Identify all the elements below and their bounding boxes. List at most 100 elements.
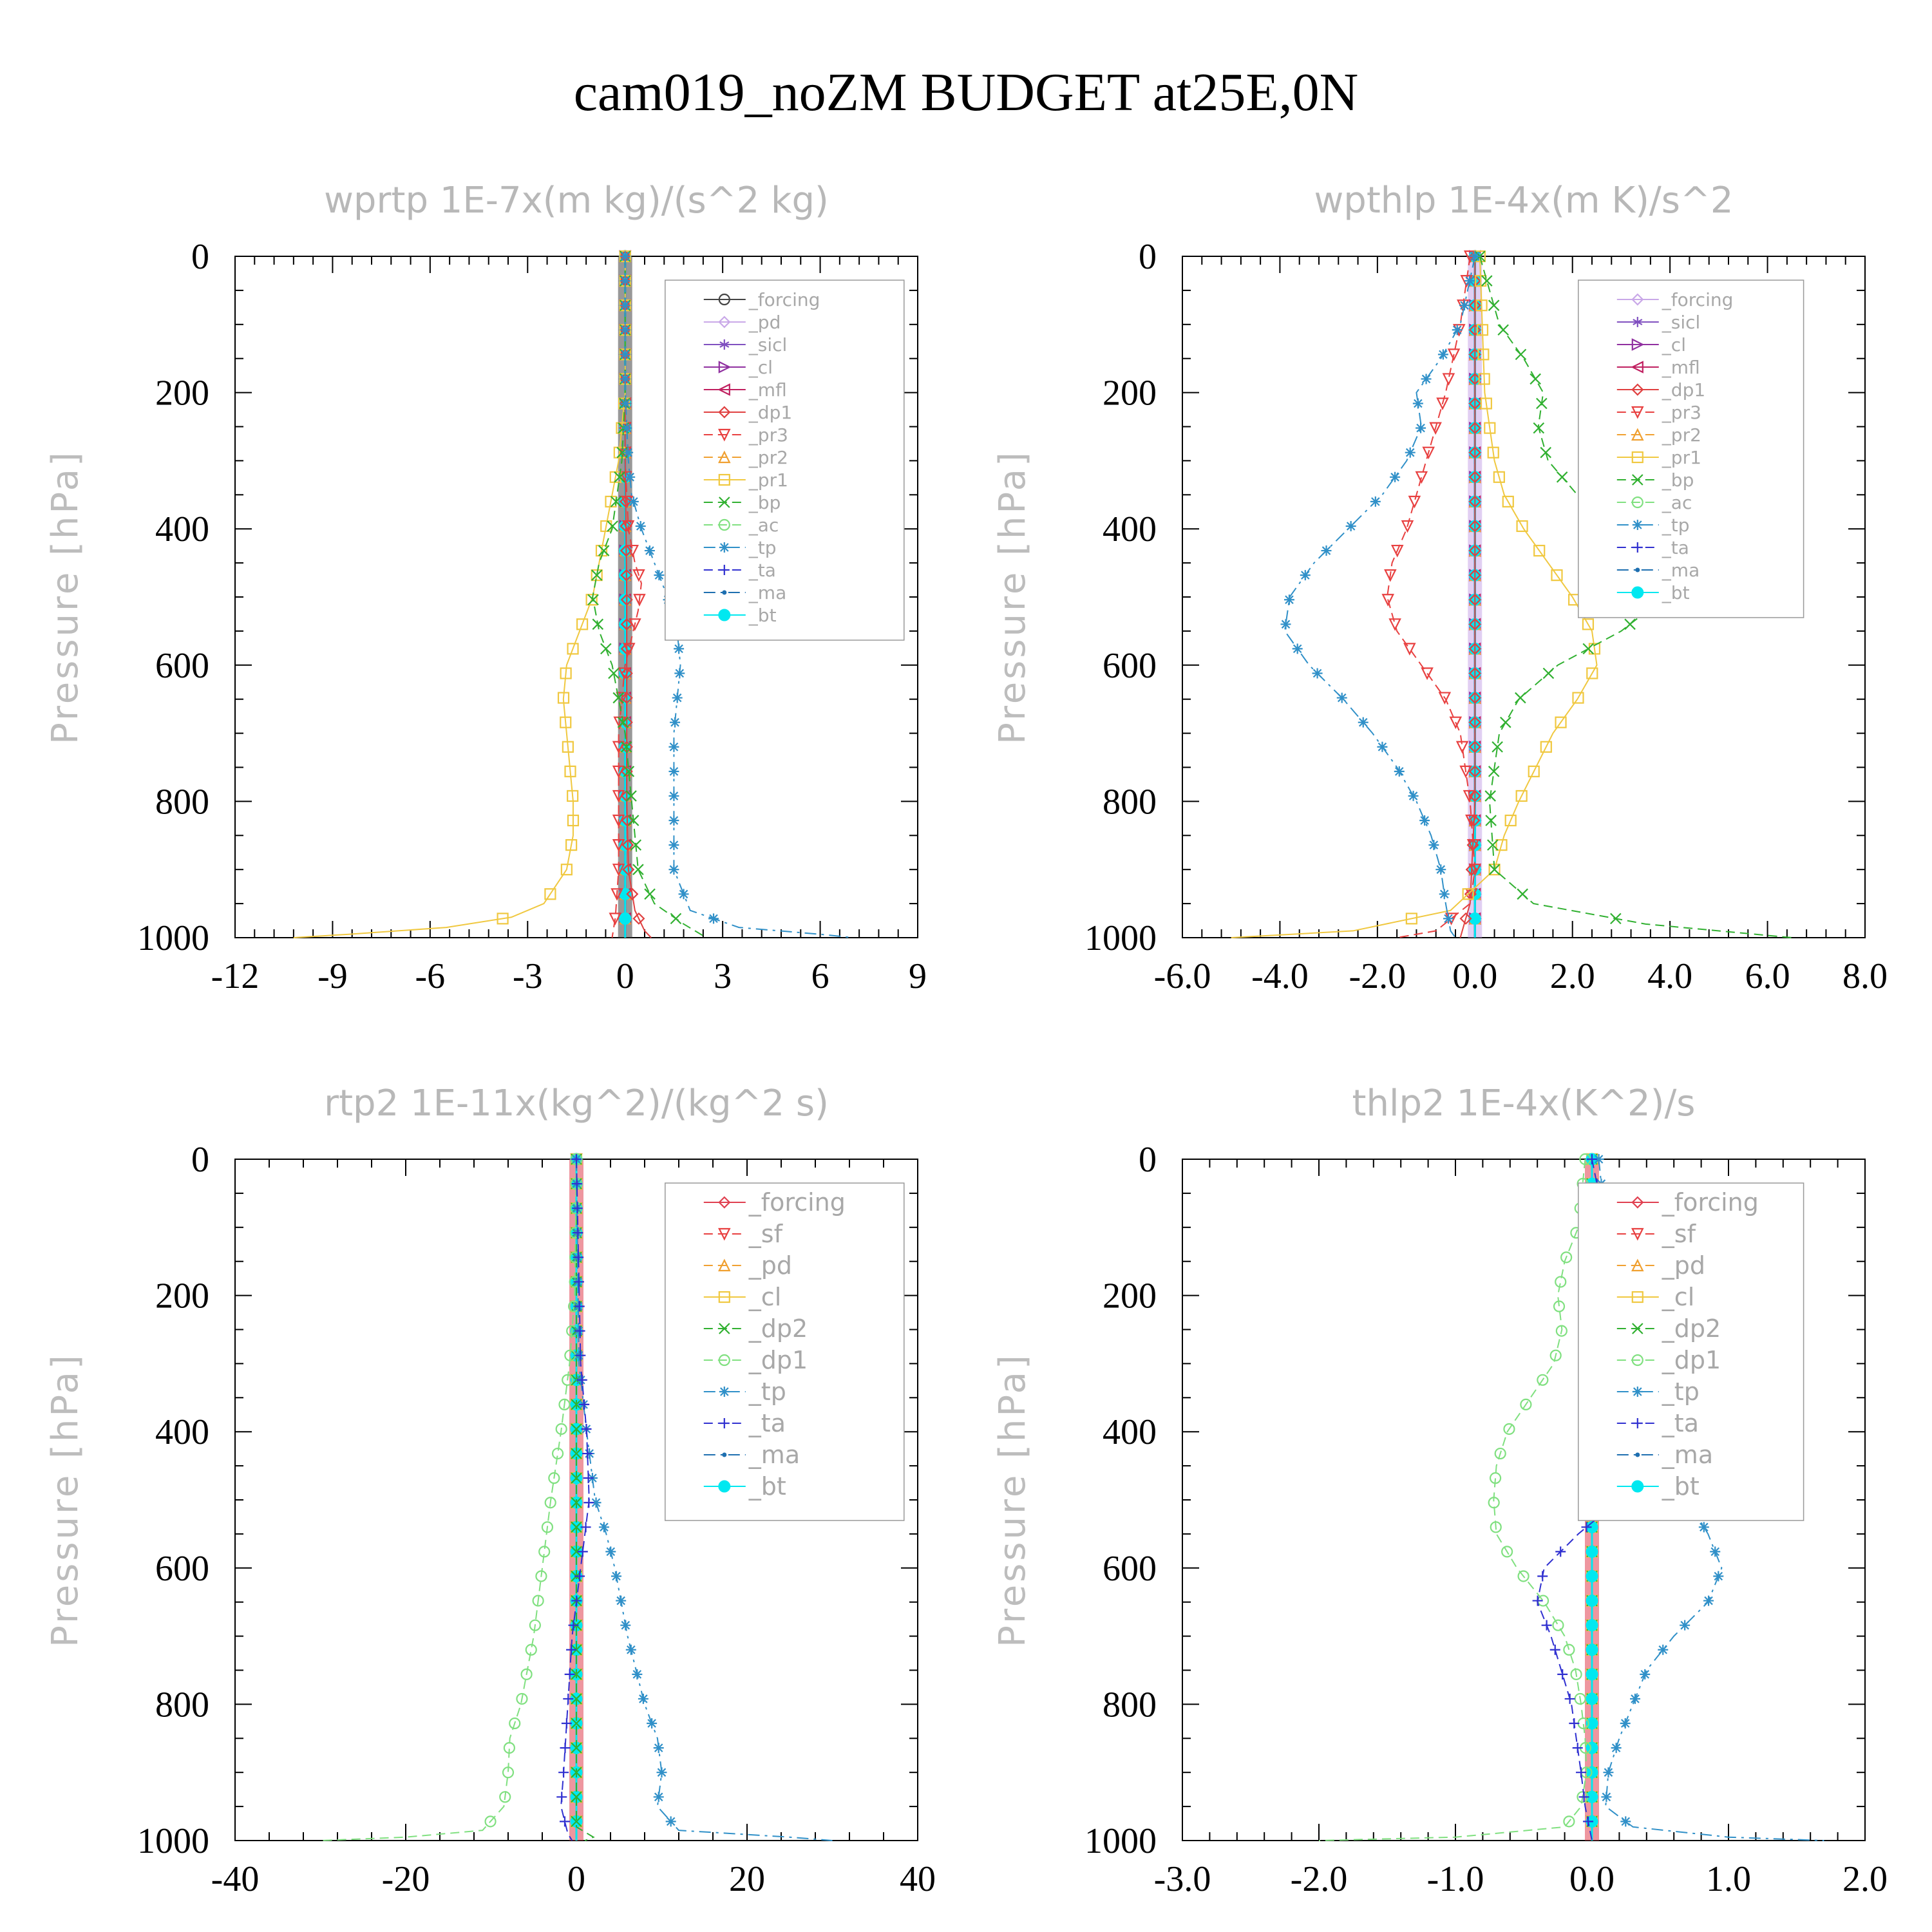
data-point [1468,814,1481,827]
legend-swatch-marker [1635,567,1640,573]
data-point [1283,594,1294,605]
y-tick-label: 1000 [137,918,209,958]
legend-item: _dp2 [1616,1314,1721,1343]
legend-swatch-marker [718,450,731,464]
data-point [558,1767,569,1778]
data-point [576,618,589,630]
data-point [1468,790,1481,802]
y-tick-label: 400 [155,1412,209,1452]
series-markers [556,1154,594,1827]
legend-label: _pr1 [1662,447,1701,468]
data-point [561,1718,572,1729]
data-point [1463,790,1476,803]
data-point [1405,913,1417,925]
data-point [567,790,579,802]
data-point [1536,397,1548,410]
data-point [1312,668,1323,679]
data-point [1405,447,1416,458]
legend-label: _pd [748,1251,792,1280]
legend-item: _dp1 [1616,379,1705,401]
series-line [1318,1159,1587,1841]
data-point [1549,1349,1562,1361]
legend-swatch-marker [1632,1418,1643,1429]
data-point [556,1792,567,1803]
data-point [1494,1447,1506,1460]
data-point [567,814,580,827]
data-point [632,1669,643,1680]
legend-swatch-marker [718,1291,730,1303]
data-point [562,741,574,753]
data-point [1468,642,1481,655]
data-point [1408,790,1419,801]
data-point [621,838,634,851]
data-point [1488,766,1500,777]
y-axis-label: Pressure [hPa] [992,450,1034,744]
series-line [1386,256,1476,938]
x-tick-label: 2.0 [1842,1859,1888,1899]
data-point [571,1669,582,1680]
chart-subtitle: thlp2 1E-4x(K^2)/s [1352,1083,1696,1124]
data-point [582,1448,593,1459]
data-point [1468,667,1481,680]
data-point [612,814,625,828]
data-point [668,790,679,801]
legend-swatch-marker [1631,338,1645,351]
legend: _forcing_pd_sicl_cl_mfl_dp1_pr3_pr2_pr1_… [665,279,905,641]
data-point [1388,618,1401,631]
data-point [668,815,679,826]
data-point [1582,643,1595,655]
legend-label: _bt [748,605,777,626]
x-tick-label: -3 [513,956,543,996]
data-point [611,1571,622,1582]
legend: _forcing_sicl_cl_mfl_dp1_pr3_pr2_pr1_bp_… [1578,279,1804,618]
y-tick-label: 600 [1103,646,1157,686]
legend-label: _ma [1662,560,1700,581]
legend-label: _cl [1662,1283,1694,1311]
data-point [598,545,610,556]
data-point [1421,374,1432,384]
x-tick-label: 0 [567,1859,585,1899]
data-point [1504,814,1517,827]
data-point [622,643,636,656]
data-point [1572,1743,1583,1754]
data-point [1557,1669,1568,1680]
y-axis-label: Pressure [hPa] [44,450,86,744]
data-point [1390,544,1404,558]
data-point [620,398,631,409]
legend-swatch-marker [1631,293,1644,306]
data-point [1468,593,1481,606]
y-tick-label: 0 [191,1140,209,1180]
x-tick-label: 1.0 [1706,1859,1751,1899]
data-point [1586,1717,1598,1730]
data-point [560,1743,571,1754]
data-point [529,1619,541,1631]
data-point [653,1743,664,1754]
data-point [1468,495,1481,508]
data-point [632,912,645,925]
legend-label: _tp [748,537,777,558]
data-point [1475,299,1488,312]
legend-swatch-marker [1632,1387,1643,1397]
data-point [1468,716,1481,729]
data-point [605,1546,616,1557]
legend-swatch-marker [1631,406,1644,419]
legend-label: _ta [748,560,776,581]
data-point [1468,912,1481,925]
data-point [672,692,683,703]
legend-item: _ma [703,582,786,603]
legend-item: _ma [1616,560,1700,581]
data-point [1517,1570,1530,1582]
y-tick-label: 600 [155,646,209,686]
data-point [654,570,665,581]
data-point [1601,1792,1612,1803]
data-point [571,1815,582,1828]
data-point [591,569,603,582]
legend-swatch-marker [718,406,731,419]
data-point [571,1448,582,1459]
y-tick-label: 400 [1103,509,1157,549]
series-pr1 [1231,250,1601,938]
data-point [1468,569,1481,582]
data-point [1408,495,1421,509]
data-point [616,692,629,705]
legend-label: _ta [748,1409,786,1437]
